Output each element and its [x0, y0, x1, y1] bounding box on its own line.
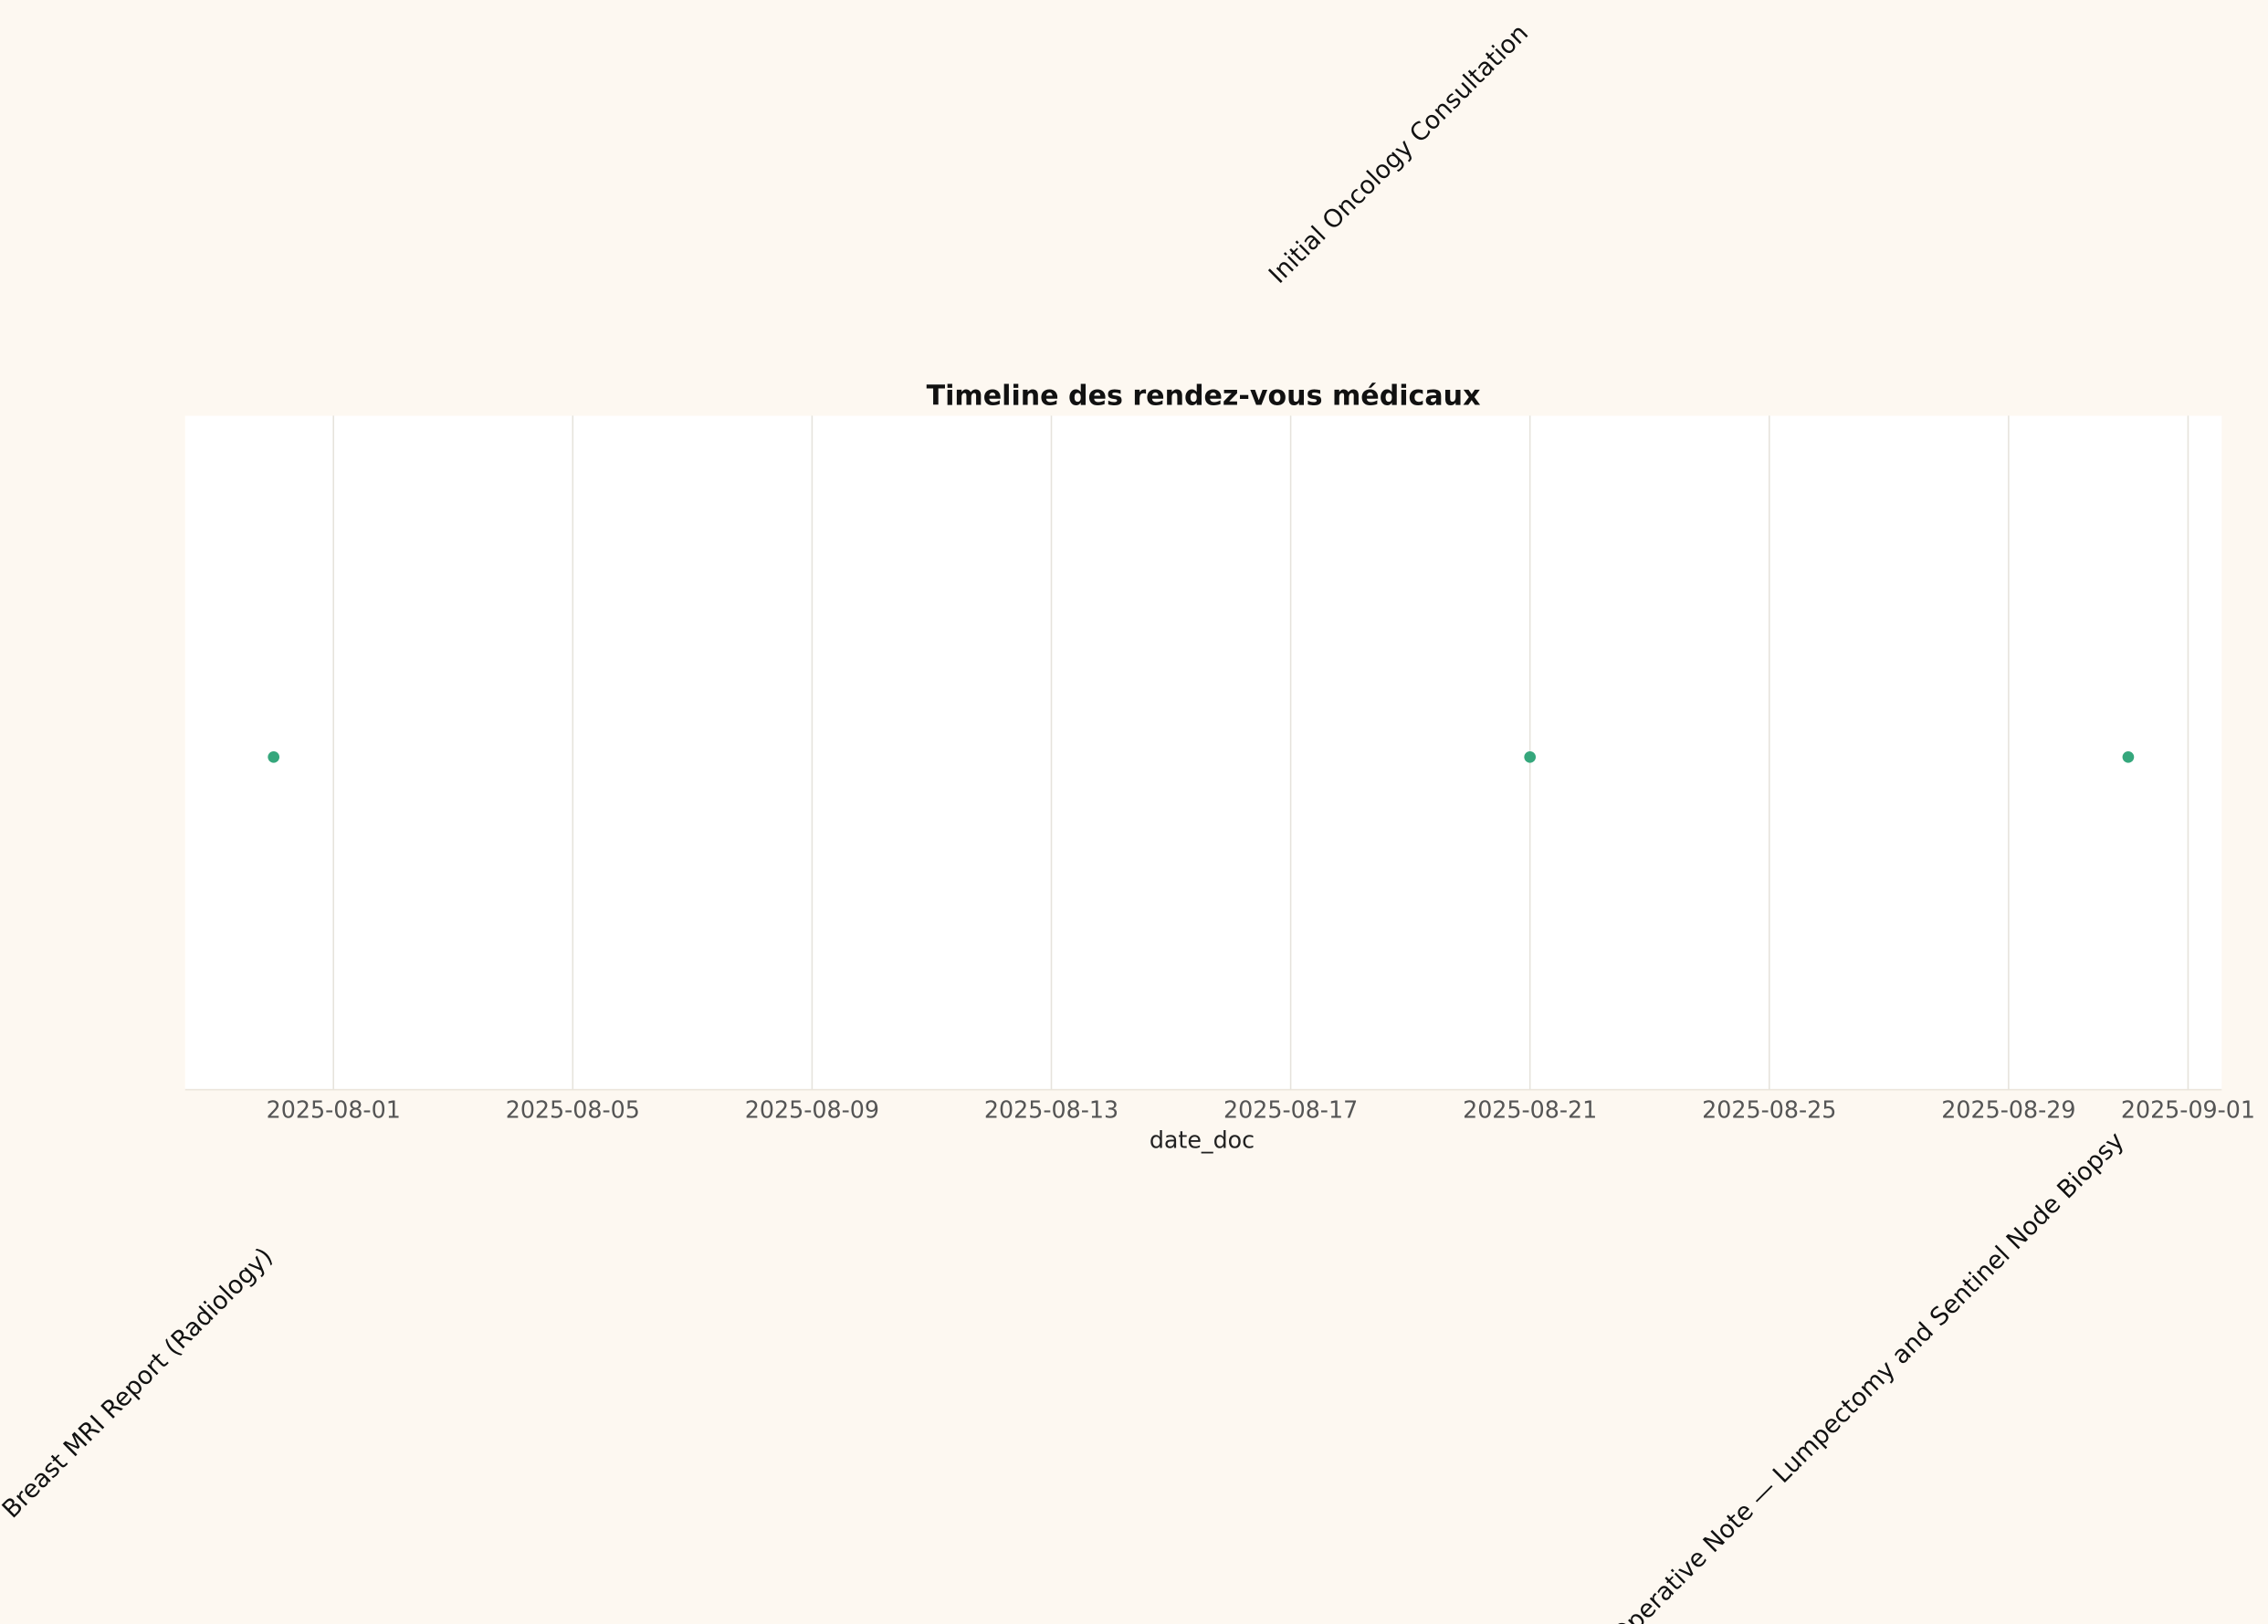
x-tick-label: 2025-08-01 — [267, 1095, 401, 1123]
x-tick-label: 2025-08-09 — [745, 1095, 879, 1123]
x-tick-label: 2025-08-21 — [1463, 1095, 1597, 1123]
point — [2122, 750, 2135, 763]
x-tick-label: 2025-08-05 — [506, 1095, 640, 1123]
x-axis-label: date_doc — [1150, 1126, 1255, 1154]
point — [268, 750, 280, 763]
x-tick-label: 2025-09-01 — [2121, 1095, 2255, 1123]
x-tick-label: 2025-08-13 — [984, 1095, 1118, 1123]
plot-area — [184, 415, 2222, 1090]
x-tick-label: 2025-08-29 — [1941, 1095, 2075, 1123]
chart-title: Timeline des rendez-vous médicaux — [927, 380, 1481, 412]
x-tick-label: 2025-08-17 — [1223, 1095, 1358, 1123]
point — [1524, 750, 1537, 763]
x-tick-label: 2025-08-25 — [1702, 1095, 1836, 1123]
